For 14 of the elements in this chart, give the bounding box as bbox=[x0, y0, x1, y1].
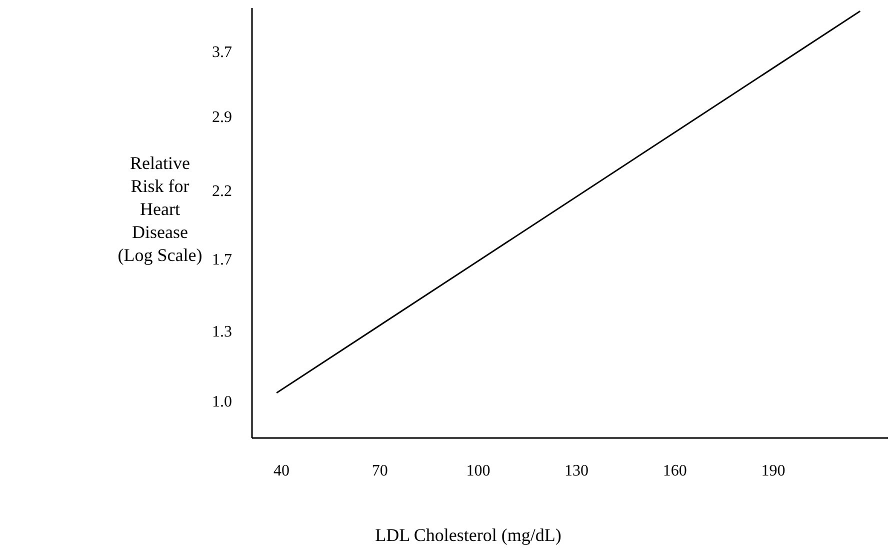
x-axis-title: LDL Cholesterol (mg/dL) bbox=[375, 525, 562, 545]
x-tick-label: 100 bbox=[466, 462, 490, 480]
y-tick-label: 1.3 bbox=[212, 323, 232, 340]
x-tick-label: 190 bbox=[761, 462, 786, 480]
y-tick-label: 2.2 bbox=[212, 182, 232, 200]
x-tick-label: 160 bbox=[662, 462, 687, 480]
y-tick-label: 3.7 bbox=[212, 44, 232, 61]
y-axis-title: Relative Risk for Heart Disease (Log Scale) bbox=[118, 153, 202, 265]
x-tick-label: 130 bbox=[564, 462, 589, 480]
x-tick-label: 40 bbox=[274, 462, 290, 480]
y-tick-label: 1.7 bbox=[212, 252, 232, 269]
y-tick-label: 1.0 bbox=[212, 393, 232, 410]
y-tick-label: 2.9 bbox=[212, 109, 232, 126]
x-tick-label: 70 bbox=[372, 462, 388, 480]
